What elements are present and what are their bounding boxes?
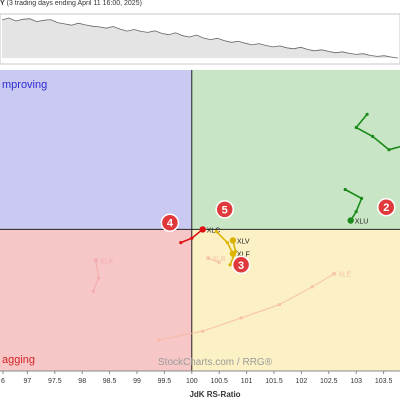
callout-layer: 2 4 5 3 [160, 197, 396, 275]
series-label: XLK [100, 258, 114, 265]
series-xlb-7[interactable]: XLB [206, 256, 226, 265]
series-tail-point [217, 261, 221, 265]
series-tail-point [277, 303, 282, 307]
sparkline-line [1, 17, 399, 59]
series-head-point[interactable] [229, 237, 237, 244]
series-tail-point [228, 263, 232, 267]
series-xlk-5[interactable]: XLK [91, 258, 114, 293]
x-axis-label: JdK RS-Ratio [189, 390, 240, 399]
series-tail-point [157, 338, 161, 342]
callout-badge-2: 2 [377, 197, 396, 217]
series-xlu-1[interactable]: XLU [343, 187, 369, 226]
weakening-quadrant [191, 229, 400, 371]
x-tick-label: 101.5 [265, 378, 283, 385]
series-xlv-3[interactable]: XLV [228, 237, 250, 267]
series-tail-line [344, 188, 363, 221]
x-tick-label: 6 [1, 378, 5, 385]
callout-badge-5: 5 [215, 200, 234, 219]
series-head-point[interactable] [332, 271, 337, 276]
x-tick-label: 99 [133, 378, 141, 385]
series-xle-6[interactable]: XLE [157, 271, 352, 342]
series-xlc-2[interactable]: XLC [179, 226, 221, 245]
callout-number: 5 [222, 204, 228, 216]
lagging-quadrant [0, 229, 192, 371]
series-tail-point [214, 230, 218, 234]
series-label: XLU [355, 219, 369, 226]
series-head-point[interactable] [347, 217, 354, 224]
series-tail-point [190, 236, 194, 240]
callout-number: 3 [238, 260, 244, 272]
series-xlf-4[interactable]: XLF [214, 230, 250, 259]
callout-number: 4 [167, 218, 174, 230]
price-sparkline-panel [0, 13, 400, 65]
series-tail-point [201, 329, 205, 333]
callout-circle [377, 197, 396, 217]
series-label: XLV [237, 238, 250, 245]
lagging-label: agging [2, 354, 35, 366]
callout-circle [160, 213, 180, 232]
x-tick-label: 100.5 [210, 378, 228, 385]
x-tick-label: 100 [186, 378, 198, 385]
series-head-point[interactable] [206, 256, 211, 261]
callout-badge-4: 4 [160, 213, 180, 232]
series-tail-point [365, 112, 369, 116]
rrg-plot-area: mproving agging StockCharts.com / RRG® [0, 70, 400, 371]
x-axis: 6 97 97.5 98 98.5 99 99.5 100 100.5 101 101.5 102 10… [0, 370, 400, 385]
series-tail-point [371, 134, 375, 138]
series-label: XLB [212, 256, 226, 263]
series-xlu-0[interactable]: XLU [354, 112, 400, 152]
series-tail-point [310, 285, 314, 289]
series-label: XLE [338, 272, 352, 279]
series-head-point[interactable] [199, 226, 206, 233]
x-tick-label: 97 [24, 378, 32, 385]
series-tail-point [343, 187, 347, 192]
series-tail-point [239, 316, 243, 320]
x-tick-label: 99.5 [158, 378, 172, 385]
callout-number: 2 [383, 202, 389, 214]
ticker-fragment: Y [0, 0, 5, 7]
chart-subtitle: (3 trading days ending April 11 16:00, 2… [6, 0, 142, 7]
x-tick-label: 103 [350, 378, 362, 385]
series-label: XLC [207, 227, 221, 234]
improving-quadrant [0, 70, 192, 230]
watermark: StockCharts.com / RRG® [158, 357, 273, 368]
series-tail-line [158, 273, 335, 341]
series-tail-point [354, 125, 358, 130]
series-tail-point [360, 196, 364, 200]
series-tail-point [387, 148, 391, 152]
callout-badge-3: 3 [231, 255, 251, 275]
series-tail-point [179, 241, 183, 245]
x-tick-label: 101 [241, 378, 253, 385]
x-tick-label: 97.5 [48, 378, 62, 385]
x-tick-label: 102.5 [320, 378, 338, 385]
series-label: XLF [237, 252, 250, 259]
x-tick-label: 102 [296, 378, 308, 385]
callout-circle [231, 255, 251, 275]
x-tick-label: 103.5 [375, 378, 393, 385]
callout-circle [215, 200, 234, 219]
chart-header: Y (3 trading days ending April 11 16:00,… [0, 0, 142, 7]
series-tail-point [354, 210, 358, 214]
x-tick-label: 98.5 [103, 378, 117, 385]
series-tail-point [91, 289, 95, 293]
series-head-point[interactable] [93, 258, 98, 263]
series-head-point[interactable] [229, 250, 237, 257]
x-tick-label: 98 [78, 378, 86, 385]
improving-label: mproving [2, 79, 47, 91]
series-layer: XLU XLU XLC XLV XLF XLK XLE XLB [91, 112, 400, 342]
series-tail-point [97, 276, 101, 280]
series-tail-point [225, 241, 229, 245]
